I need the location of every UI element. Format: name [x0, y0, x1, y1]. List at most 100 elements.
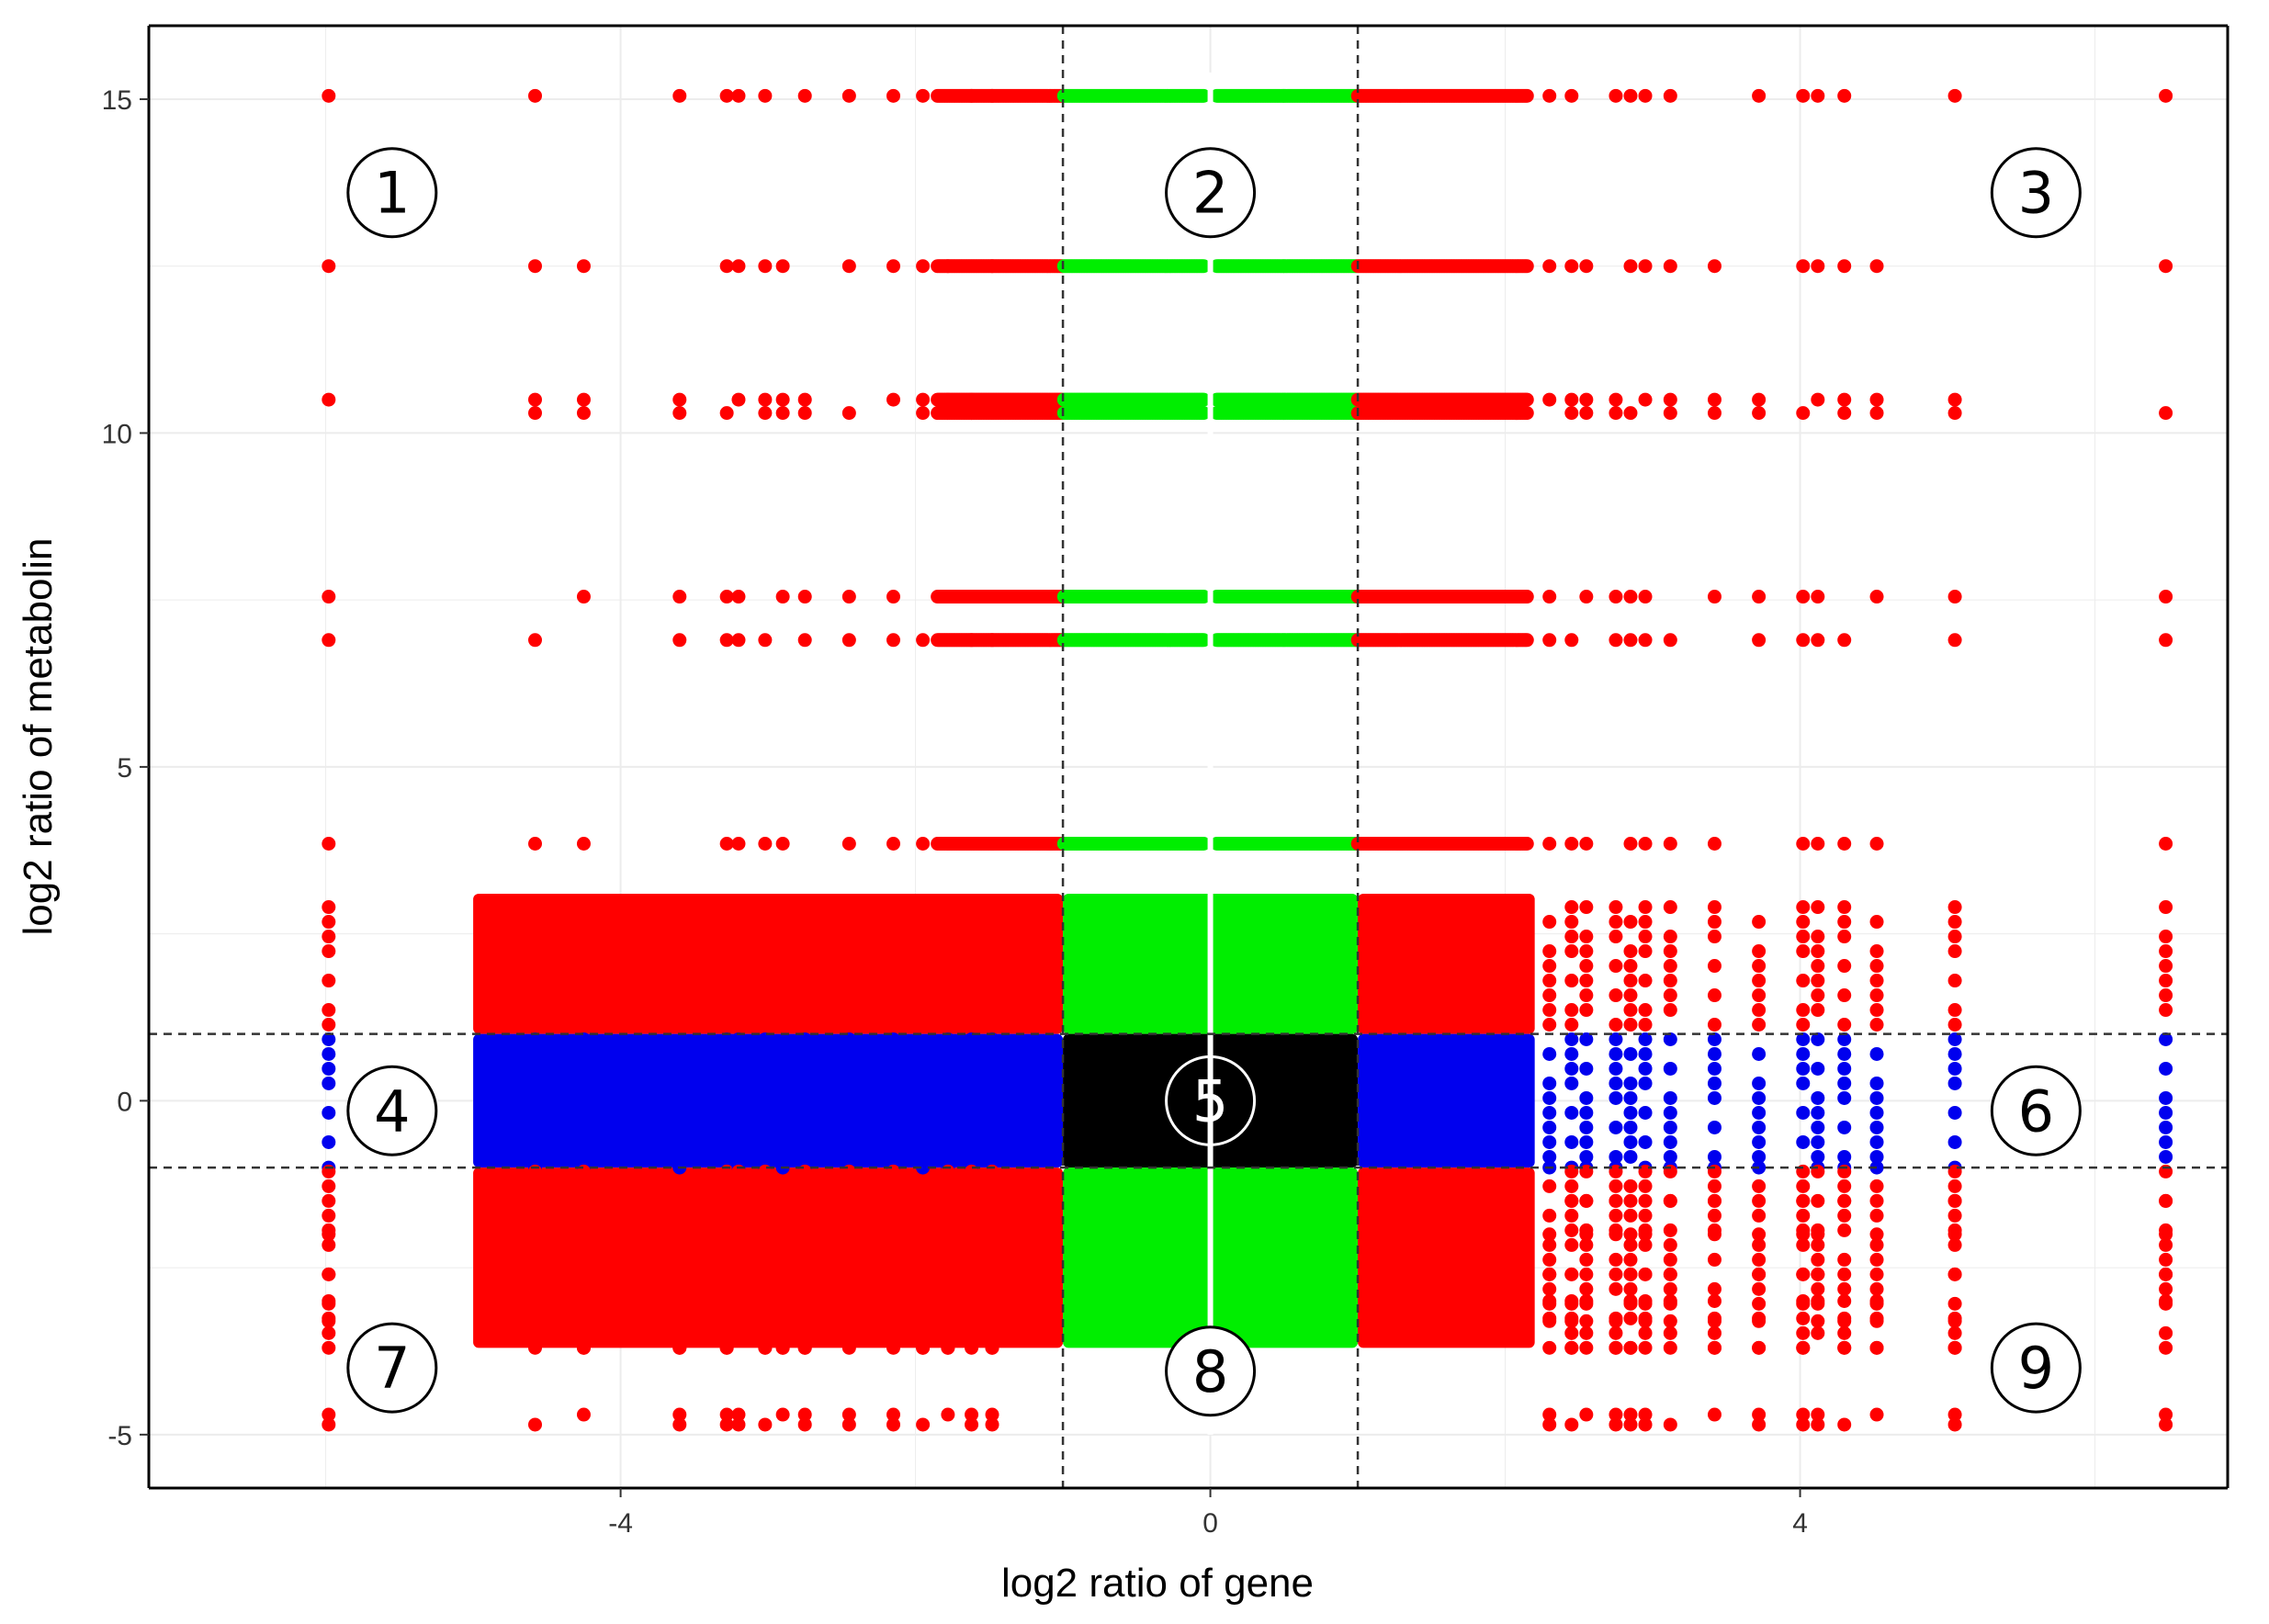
data-point — [985, 1340, 999, 1355]
data-point — [1796, 944, 1811, 959]
data-point — [1638, 915, 1653, 930]
data-point — [985, 590, 999, 604]
data-point — [1663, 837, 1677, 851]
data-point — [322, 1046, 336, 1061]
data-point — [1752, 1134, 1767, 1149]
data-point — [916, 1105, 931, 1120]
data-point — [985, 1281, 999, 1296]
data-point — [731, 88, 746, 103]
data-point — [1623, 590, 1638, 604]
data-point — [916, 1252, 931, 1267]
data-point — [985, 1223, 999, 1237]
data-point — [1811, 959, 1825, 974]
data-point — [1663, 974, 1677, 988]
data-point — [1947, 1046, 1962, 1061]
data-point — [719, 1223, 734, 1237]
data-point — [941, 1032, 955, 1046]
data-point — [775, 1281, 790, 1296]
data-point — [1947, 1003, 1962, 1018]
data-point — [758, 959, 773, 974]
data-point — [528, 988, 543, 1003]
data-point — [1947, 1296, 1962, 1311]
data-point — [1609, 1281, 1623, 1296]
data-point — [1638, 1325, 1653, 1340]
data-point — [672, 1149, 687, 1164]
data-point — [916, 1046, 931, 1061]
data-point — [1564, 1267, 1579, 1281]
data-point — [1638, 1105, 1653, 1120]
data-point — [1579, 1090, 1594, 1105]
data-point — [1796, 1311, 1811, 1325]
data-point — [1707, 1046, 1722, 1061]
data-point — [1623, 1018, 1638, 1032]
region-label: 4 — [374, 1077, 410, 1145]
data-point — [1564, 1417, 1579, 1432]
data-point — [1609, 1311, 1623, 1325]
y-tick-label: 15 — [102, 85, 132, 116]
data-point — [1579, 1267, 1594, 1281]
data-point — [1811, 1281, 1825, 1296]
data-point — [1663, 1120, 1677, 1134]
data-point — [1752, 1046, 1767, 1061]
data-point — [841, 959, 856, 974]
data-point — [1869, 590, 1884, 604]
data-point — [1579, 944, 1594, 959]
data-point — [1663, 1281, 1677, 1296]
data-point — [1707, 915, 1722, 930]
region-circle — [346, 147, 438, 239]
data-point — [1811, 1252, 1825, 1267]
data-point — [719, 974, 734, 988]
data-point — [1663, 1314, 1677, 1328]
data-point — [1564, 1179, 1579, 1193]
x-tick-label: 4 — [1792, 1508, 1808, 1539]
data-point — [2159, 1267, 2173, 1281]
data-point — [672, 1134, 687, 1149]
data-point — [965, 988, 979, 1003]
data-point — [775, 1090, 790, 1105]
data-point — [886, 1193, 901, 1208]
data-point — [1707, 1076, 1722, 1090]
data-point — [1707, 1252, 1722, 1267]
data-point — [965, 590, 979, 604]
data-point — [916, 1120, 931, 1134]
data-point — [1752, 944, 1767, 959]
data-point — [775, 1407, 790, 1422]
data-point — [841, 1407, 856, 1422]
data-point — [1579, 392, 1594, 407]
data-point — [841, 1149, 856, 1164]
data-point — [1609, 1417, 1623, 1432]
data-point — [672, 1227, 687, 1242]
data-point — [797, 1417, 812, 1432]
data-point — [1869, 1134, 1884, 1149]
data-point — [758, 1293, 773, 1308]
data-point — [1837, 1120, 1852, 1134]
data-point — [1638, 1032, 1653, 1046]
data-point — [1638, 944, 1653, 959]
data-point — [576, 1407, 591, 1422]
data-point — [1811, 1090, 1825, 1105]
data-point — [775, 259, 790, 274]
data-point — [841, 1252, 856, 1267]
data-point — [1869, 1105, 1884, 1120]
data-point — [1579, 930, 1594, 944]
data-point — [775, 988, 790, 1003]
data-point — [1752, 1407, 1767, 1422]
data-point — [2159, 1105, 2173, 1120]
region-circle — [1990, 147, 2082, 239]
data-point — [731, 1061, 746, 1076]
data-point — [841, 944, 856, 959]
data-point — [672, 633, 687, 648]
data-point — [886, 590, 901, 604]
data-point — [322, 633, 336, 648]
data-point — [965, 1281, 979, 1296]
data-point — [1623, 1417, 1638, 1432]
data-point — [1947, 590, 1962, 604]
data-point — [886, 1208, 901, 1223]
data-point — [1869, 1267, 1884, 1281]
data-point — [1752, 959, 1767, 974]
data-point — [719, 1340, 734, 1355]
data-point — [1609, 392, 1623, 407]
data-point — [1623, 944, 1638, 959]
data-point — [1811, 900, 1825, 915]
data-point — [797, 1134, 812, 1149]
